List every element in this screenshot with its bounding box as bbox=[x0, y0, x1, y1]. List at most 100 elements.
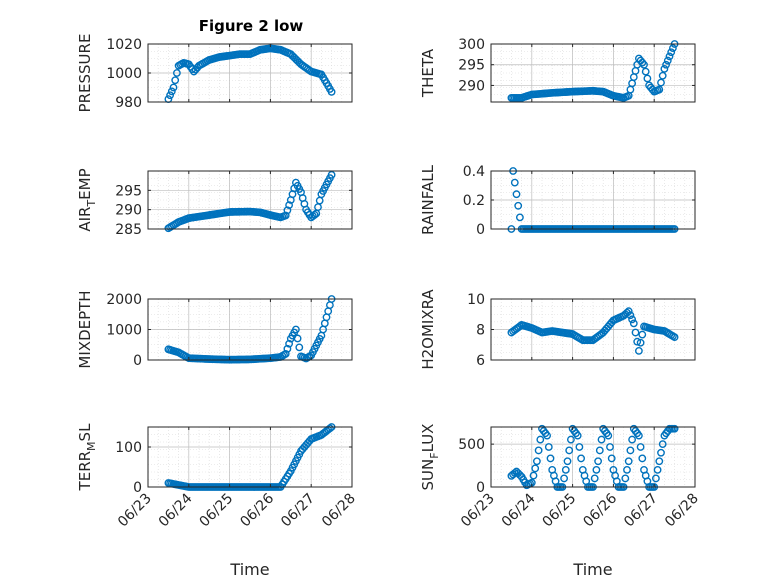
y-tick-label: 100 bbox=[115, 440, 142, 456]
y-tick-label: 10 bbox=[467, 292, 485, 308]
y-axis-label: SUNFLUX bbox=[419, 424, 441, 491]
y-tick-label: 8 bbox=[476, 323, 485, 339]
subplot-7: 0 100 TERRMSL 06/23 06/24 06/25 06/26 06/27 06/2… bbox=[76, 423, 359, 579]
data-point bbox=[652, 474, 660, 483]
subplot-6: 6 8 10 H2OMIXRA bbox=[419, 289, 696, 370]
data-point bbox=[285, 339, 293, 348]
x-tick-label: 06/26 bbox=[237, 490, 277, 530]
data-series bbox=[507, 307, 679, 355]
x-tick-label: 06/23 bbox=[458, 491, 498, 531]
data-point bbox=[544, 443, 553, 451]
data-point bbox=[516, 213, 524, 222]
x-tick-label: 06/27 bbox=[621, 491, 661, 531]
data-point bbox=[563, 457, 572, 466]
tick-marks bbox=[490, 43, 696, 102]
data-point bbox=[590, 474, 599, 483]
x-tick-label: 06/25 bbox=[197, 491, 237, 531]
subplot-2: 290 295 300 THETA bbox=[419, 37, 696, 103]
data-point bbox=[597, 435, 606, 444]
tick-marks bbox=[147, 298, 353, 361]
data-point bbox=[565, 446, 574, 455]
data-point bbox=[604, 431, 613, 440]
data-point bbox=[595, 446, 604, 455]
data-point bbox=[628, 315, 636, 324]
data-point bbox=[293, 334, 302, 343]
y-tick-label: 980 bbox=[115, 95, 142, 111]
y-tick-label: 285 bbox=[115, 222, 142, 238]
data-point bbox=[665, 52, 674, 61]
y-tick-label: 295 bbox=[458, 58, 485, 74]
data-point bbox=[636, 443, 645, 451]
data-point bbox=[543, 431, 551, 440]
data-point bbox=[667, 48, 676, 57]
subplot-4: 0 0.2 0.4 RAINFALL bbox=[419, 164, 696, 238]
y-tick-label: 0 bbox=[476, 480, 485, 496]
y-axis-label: RAINFALL bbox=[419, 164, 437, 235]
data-point bbox=[281, 211, 290, 220]
y-tick-label: 0 bbox=[133, 353, 142, 369]
data-point bbox=[638, 330, 647, 339]
data-point bbox=[291, 325, 300, 334]
y-tick-label: 0 bbox=[133, 480, 142, 496]
data-point bbox=[624, 457, 633, 466]
data-series bbox=[164, 423, 336, 491]
data-point bbox=[653, 465, 662, 474]
y-tick-label: 2000 bbox=[106, 292, 142, 308]
data-point bbox=[640, 60, 648, 69]
tick-marks bbox=[490, 427, 696, 488]
tick-marks bbox=[147, 171, 353, 230]
data-point bbox=[510, 178, 519, 187]
data-point bbox=[295, 343, 304, 352]
data-point bbox=[325, 424, 334, 433]
data-point bbox=[631, 328, 640, 337]
y-tick-label: 290 bbox=[458, 78, 485, 94]
data-point bbox=[635, 431, 643, 440]
y-tick-label: 6 bbox=[476, 353, 485, 369]
data-point bbox=[283, 344, 292, 353]
figure-title: Figure 2 low bbox=[199, 17, 304, 35]
data-point bbox=[561, 465, 570, 474]
x-tick-label: 06/24 bbox=[499, 490, 539, 530]
data-point bbox=[606, 443, 614, 451]
data-point bbox=[560, 474, 568, 483]
y-tick-label: 0.4 bbox=[463, 164, 485, 180]
data-point bbox=[283, 206, 292, 215]
y-tick-label: 1000 bbox=[106, 66, 142, 82]
x-tick-label: 06/27 bbox=[278, 491, 318, 531]
data-point bbox=[166, 91, 175, 100]
data-point bbox=[657, 448, 665, 457]
x-tick-label: 06/23 bbox=[115, 491, 155, 531]
data-point bbox=[281, 349, 290, 358]
data-point bbox=[592, 465, 601, 474]
subplot-5: 0 1000 2000 MIXDEPTH bbox=[76, 290, 353, 369]
y-axis-label: AIRTEMP bbox=[76, 168, 98, 231]
data-point bbox=[657, 78, 665, 87]
data-series bbox=[164, 44, 336, 104]
y-tick-label: 290 bbox=[115, 203, 142, 219]
tick-marks bbox=[147, 427, 353, 488]
y-tick-label: 500 bbox=[458, 437, 485, 453]
data-point bbox=[658, 71, 667, 80]
data-point bbox=[635, 346, 643, 355]
y-axis-label: H2OMIXRA bbox=[419, 289, 437, 370]
data-point bbox=[655, 85, 664, 94]
axes-box bbox=[147, 426, 353, 488]
y-tick-label: 1000 bbox=[106, 323, 142, 339]
subplot-3: 285 290 295 AIRTEMP bbox=[76, 168, 353, 238]
data-point bbox=[628, 435, 636, 444]
data-point bbox=[670, 333, 679, 342]
data-point bbox=[621, 474, 630, 483]
data-point bbox=[624, 307, 633, 316]
x-axis-label: Time bbox=[229, 560, 269, 579]
y-tick-label: 1020 bbox=[106, 37, 142, 53]
y-tick-label: 0 bbox=[476, 222, 485, 238]
y-tick-label: 0.2 bbox=[463, 193, 485, 209]
data-point bbox=[536, 435, 545, 444]
data-point bbox=[641, 67, 650, 76]
data-point bbox=[285, 201, 293, 210]
data-point bbox=[310, 210, 319, 219]
y-tick-label: 300 bbox=[458, 37, 485, 53]
data-point bbox=[531, 464, 540, 473]
data-point bbox=[546, 454, 555, 463]
